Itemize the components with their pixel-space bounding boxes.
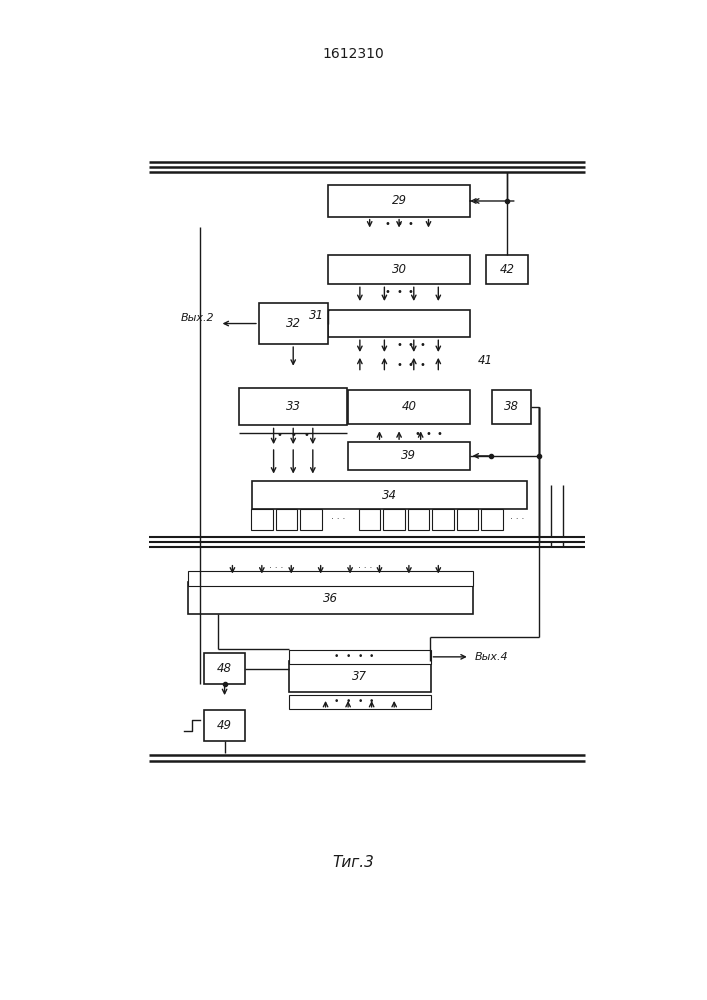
- Bar: [204, 653, 245, 684]
- Text: 48: 48: [217, 662, 232, 675]
- Text: 41: 41: [477, 354, 493, 367]
- Bar: [288, 650, 431, 664]
- Text: •: •: [291, 430, 296, 440]
- Text: •: •: [408, 219, 414, 229]
- Text: •: •: [385, 219, 390, 229]
- Bar: [481, 509, 503, 530]
- Bar: [252, 481, 527, 509]
- Text: 38: 38: [504, 400, 520, 413]
- Bar: [457, 509, 479, 530]
- Text: •: •: [396, 287, 402, 297]
- Bar: [204, 710, 245, 741]
- Text: Вых.4: Вых.4: [474, 652, 508, 662]
- Text: •: •: [436, 429, 442, 439]
- Text: 36: 36: [323, 592, 338, 605]
- Text: •: •: [334, 697, 339, 706]
- Text: •: •: [408, 340, 414, 350]
- Text: 33: 33: [286, 400, 300, 413]
- Bar: [359, 509, 380, 530]
- Text: •: •: [396, 340, 402, 350]
- Text: •: •: [357, 697, 363, 706]
- Text: 39: 39: [402, 449, 416, 462]
- Text: •: •: [396, 219, 402, 229]
- Bar: [288, 661, 431, 692]
- Text: 40: 40: [402, 400, 416, 413]
- Bar: [259, 303, 327, 344]
- Text: •: •: [357, 652, 363, 661]
- Text: Вых.2: Вых.2: [181, 313, 215, 323]
- Bar: [433, 509, 454, 530]
- Text: •: •: [369, 697, 374, 706]
- Bar: [348, 442, 470, 470]
- Bar: [300, 509, 322, 530]
- Text: 29: 29: [392, 194, 407, 207]
- Bar: [383, 509, 405, 530]
- Text: •: •: [276, 430, 282, 440]
- Text: Τиг.3: Τиг.3: [332, 855, 374, 870]
- Text: •: •: [415, 429, 421, 439]
- Text: •: •: [346, 697, 351, 706]
- Text: 49: 49: [217, 719, 232, 732]
- Text: 31: 31: [308, 309, 324, 322]
- Bar: [328, 310, 470, 337]
- Bar: [188, 571, 472, 586]
- Text: •: •: [346, 652, 351, 661]
- Text: •: •: [420, 360, 426, 370]
- Text: 30: 30: [392, 263, 407, 276]
- Text: •: •: [304, 430, 310, 440]
- Text: •: •: [334, 652, 339, 661]
- Text: 34: 34: [382, 489, 397, 502]
- Text: 32: 32: [286, 317, 300, 330]
- Text: · · ·: · · ·: [269, 564, 284, 573]
- Text: •: •: [385, 287, 390, 297]
- Bar: [328, 185, 470, 217]
- Text: •: •: [420, 340, 426, 350]
- Text: •: •: [408, 287, 414, 297]
- Bar: [408, 509, 429, 530]
- Text: 42: 42: [499, 263, 515, 276]
- Text: · · ·: · · ·: [510, 515, 524, 524]
- Text: · · ·: · · ·: [358, 564, 372, 573]
- Bar: [188, 582, 472, 614]
- Bar: [348, 390, 470, 424]
- Text: •: •: [396, 360, 402, 370]
- Bar: [239, 388, 347, 425]
- Bar: [288, 695, 431, 709]
- Bar: [486, 255, 527, 284]
- Text: · · ·: · · ·: [331, 515, 346, 524]
- Bar: [276, 509, 297, 530]
- Bar: [251, 509, 273, 530]
- Bar: [492, 390, 532, 424]
- Text: •: •: [369, 652, 374, 661]
- Bar: [328, 255, 470, 284]
- Text: •: •: [408, 360, 414, 370]
- Text: 37: 37: [352, 670, 368, 683]
- Text: •: •: [426, 429, 431, 439]
- Text: 1612310: 1612310: [322, 47, 384, 61]
